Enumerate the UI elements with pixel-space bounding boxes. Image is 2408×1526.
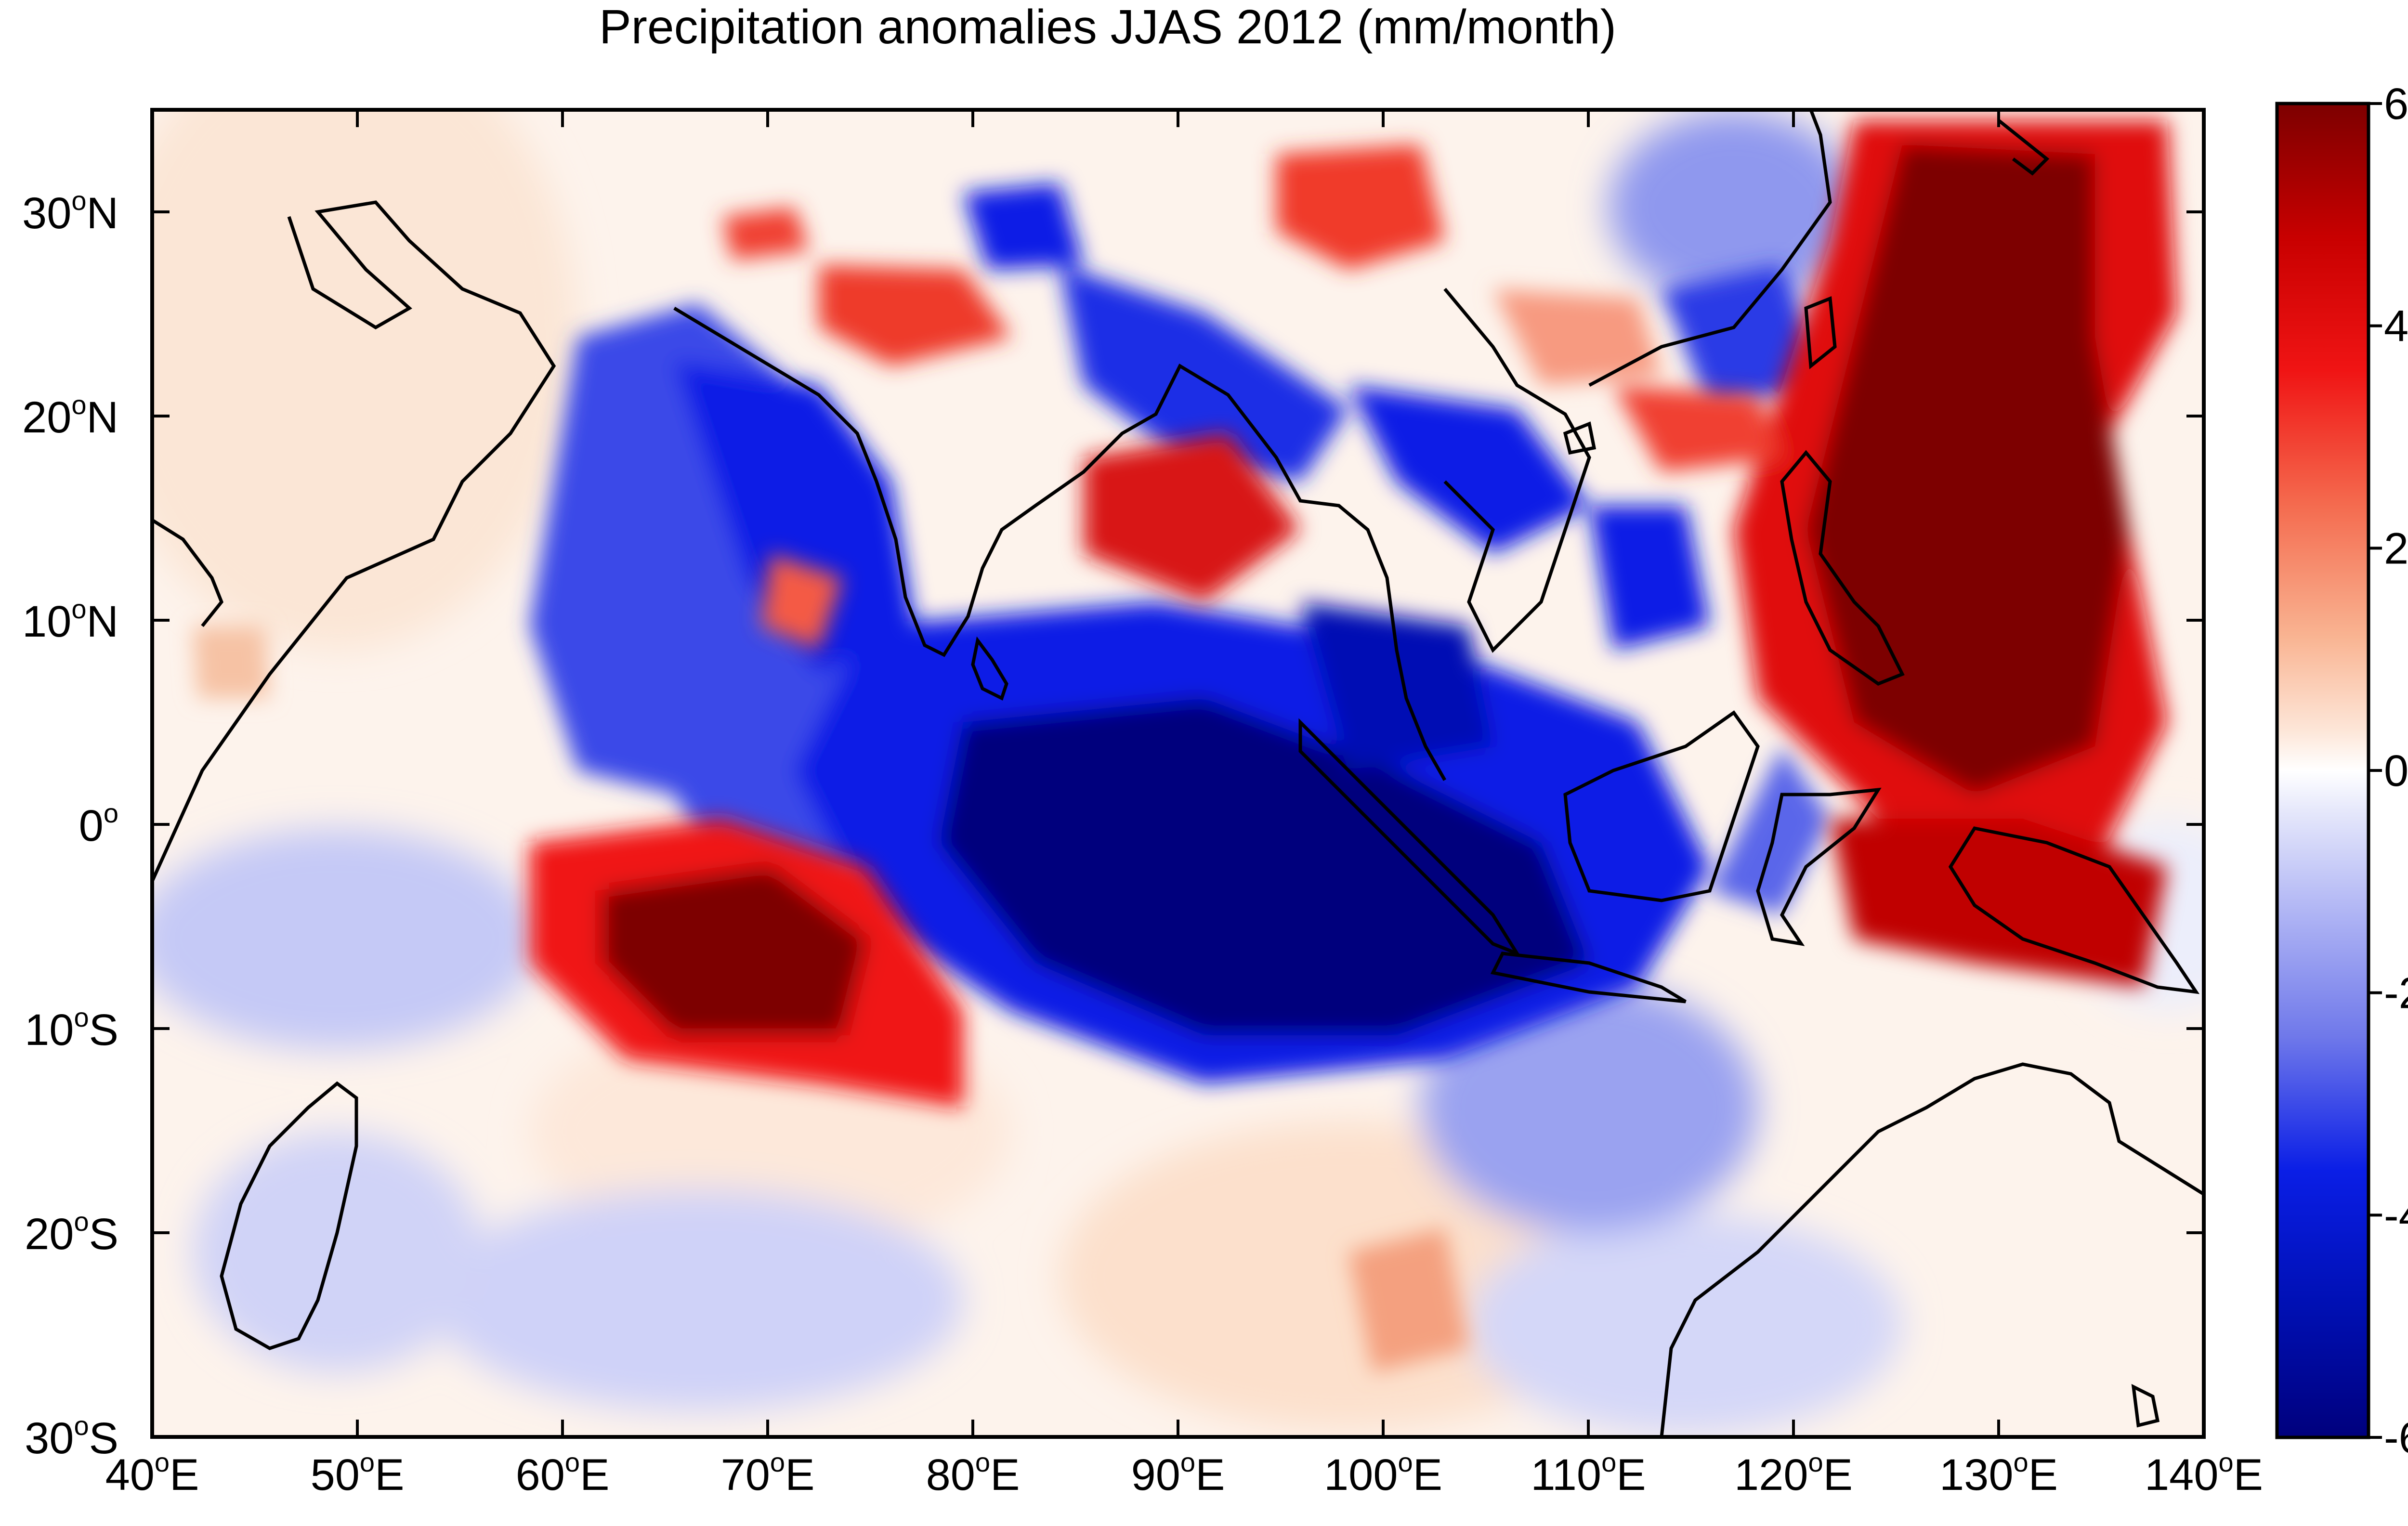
y-tick-label: 20oN: [22, 390, 118, 442]
colorbar-labels: 60 40 20 0 -20 -40 -60: [2384, 79, 2408, 1462]
y-axis-ticks: [152, 210, 2204, 1438]
philippines-icon: [1780, 450, 1905, 686]
sri-lanka-icon: [971, 636, 1008, 701]
x-tick-label: 90oE: [1131, 1447, 1225, 1500]
arabia-africa-coast: [152, 200, 556, 882]
y-tick-label: 20oS: [25, 1206, 118, 1259]
colorbar-tick-label: 20: [2384, 524, 2408, 573]
x-tick-label: 50oE: [311, 1447, 405, 1500]
x-tick-label: 40oE: [105, 1447, 199, 1500]
y-axis-labels: 30oN 20oN 10oN 0o 10oS 20oS 30oS: [22, 185, 118, 1463]
colorbar-tick-label: -20: [2384, 969, 2408, 1018]
colorbar-tick-label: 0: [2384, 746, 2408, 796]
colorbar: [2275, 102, 2370, 1439]
precipitation-anomaly-field: [152, 110, 2204, 1437]
indochina-coast: [1443, 287, 1591, 653]
x-tick-label: 130oE: [1939, 1447, 2058, 1500]
colorbar-tick-label: 60: [2384, 79, 2408, 129]
java-icon: [1490, 952, 1687, 1004]
new-guinea-icon: [1948, 826, 2200, 994]
x-tick-label: 110oE: [1531, 1447, 1646, 1500]
y-tick-label: 10oN: [22, 594, 118, 646]
x-tick-label: 60oE: [516, 1447, 610, 1500]
colorbar-tick-label: -40: [2384, 1191, 2408, 1240]
x-tick-label: 140oE: [2145, 1447, 2263, 1500]
colorbar-tick-label: 40: [2384, 302, 2408, 351]
sumatra-icon: [1298, 718, 1521, 957]
tasmania-icon: [2131, 1383, 2160, 1428]
y-tick-label: 10oS: [25, 1002, 118, 1055]
x-tick-label: 70oE: [721, 1447, 815, 1500]
australia-coast: [1660, 1062, 2204, 1437]
y-tick-label: 30oN: [22, 185, 118, 238]
coastlines: [152, 110, 2204, 1437]
x-axis-labels: 40oE 50oE 60oE 70oE 80oE 90oE 100oE 110oE 120oE 1…: [105, 1447, 2263, 1500]
horn-of-africa-coast: [152, 519, 224, 627]
x-tick-label: 120oE: [1734, 1447, 1853, 1500]
taiwan-icon: [1804, 296, 1837, 369]
x-tick-label: 80oE: [926, 1447, 1020, 1500]
japan-coast: [1997, 119, 2050, 176]
india-coast: [673, 306, 1447, 781]
y-tick-label: 0o: [79, 798, 118, 850]
hainan-icon: [1563, 421, 1597, 455]
x-axis-ticks: [151, 110, 2205, 1437]
colorbar-ticks: [2369, 102, 2382, 1439]
chart-title: Precipitation anomalies JJAS 2012 (mm/mo…: [599, 0, 1616, 54]
sulawesi-icon: [1756, 787, 1882, 946]
y-tick-label: 30oS: [25, 1410, 118, 1463]
colorbar-tick-label: -60: [2384, 1413, 2408, 1462]
china-coast: [1588, 110, 1832, 387]
x-tick-label: 100oE: [1324, 1447, 1442, 1500]
borneo-icon: [1563, 710, 1760, 902]
madagascar-icon: [220, 1081, 358, 1350]
